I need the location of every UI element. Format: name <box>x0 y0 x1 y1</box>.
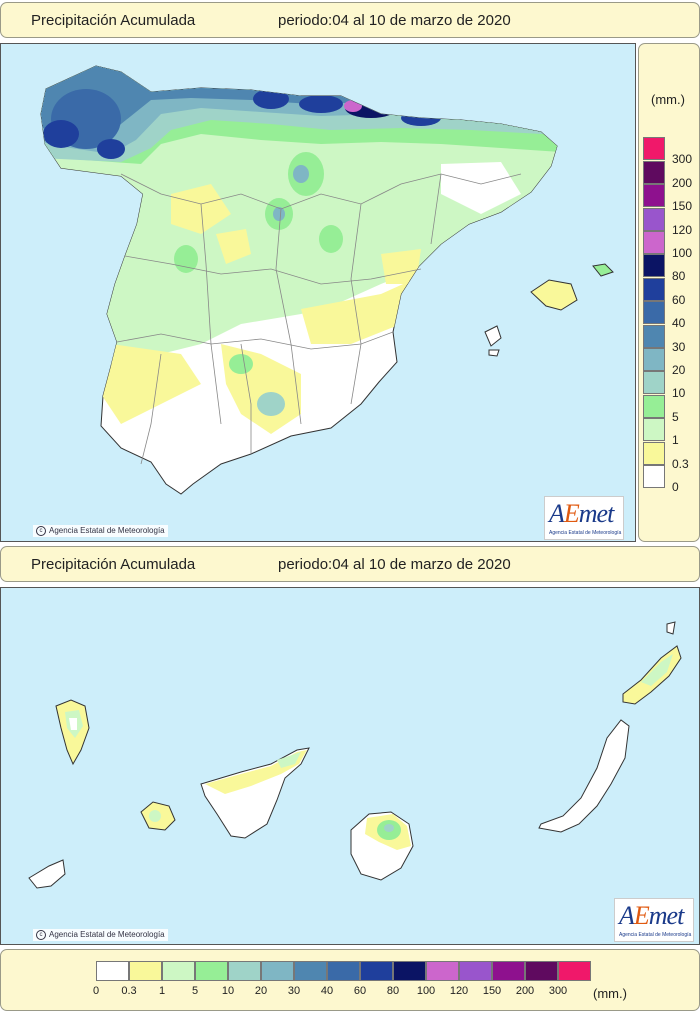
legend-unit-2: (mm.) <box>593 986 627 1001</box>
hlegend-label-150: 150 <box>482 985 502 997</box>
hlegend-label-20: 20 <box>254 985 268 997</box>
hlegend-swatch-0 <box>96 961 129 981</box>
hlegend-swatch-150 <box>492 961 525 981</box>
hlegend-swatch-10 <box>228 961 261 981</box>
formentera <box>488 349 500 357</box>
hlegend-swatch-100 <box>426 961 459 981</box>
hlegend-label-100: 100 <box>416 985 436 997</box>
hlegend-swatch-60 <box>360 961 393 981</box>
canary-map-svg <box>28 621 682 889</box>
legend-label-40: 40 <box>672 316 686 331</box>
hlegend-swatch-80 <box>393 961 426 981</box>
hlegend-label-5: 5 <box>191 985 199 997</box>
hlegend-label-40: 40 <box>320 985 334 997</box>
copyright-note: c Agencia Estatal de Meteorología <box>33 525 168 537</box>
legend-unit: (mm.) <box>651 92 685 107</box>
hlegend-label-60: 60 <box>353 985 367 997</box>
hlegend-swatch-300 <box>558 961 591 981</box>
legend-swatch-0_3 <box>643 441 665 465</box>
period-label-2: periodo:04 al 10 de marzo de 2020 <box>278 556 511 573</box>
hlegend-label-120: 120 <box>449 985 469 997</box>
legend-label-0: 0 <box>672 480 679 494</box>
hlegend-label-1: 1 <box>158 985 166 997</box>
hlegend-label-80: 80 <box>386 985 400 997</box>
legend-label-80: 80 <box>672 269 686 284</box>
legend-swatch-10 <box>643 371 665 395</box>
legend-label-5: 5 <box>672 409 679 424</box>
hlegend-label-0_3: 0.3 <box>121 985 137 997</box>
hlegend-label-10: 10 <box>221 985 235 997</box>
mallorca <box>530 279 578 311</box>
top-title-bar: Precipitación Acumulada periodo:04 al 10… <box>0 2 700 38</box>
aemet-logo-2: AEmet Agencia Estatal de Meteorología <box>614 898 694 942</box>
hlegend-swatch-40 <box>327 961 360 981</box>
legend-swatch-20 <box>643 348 665 371</box>
legend-swatch-0 <box>643 465 665 488</box>
ibiza <box>484 325 502 347</box>
legend-label-10: 10 <box>672 386 686 401</box>
legend-label-60: 60 <box>672 292 686 307</box>
hlegend-swatch-30 <box>294 961 327 981</box>
legend-swatch-5 <box>643 394 665 418</box>
legend-swatch-80 <box>643 254 665 278</box>
legend-swatch-100 <box>643 231 665 254</box>
menorca <box>592 263 614 277</box>
copyright-icon: c <box>36 526 46 536</box>
hlegend-swatch-200 <box>525 961 558 981</box>
hlegend-label-30: 30 <box>287 985 301 997</box>
legend-label-120: 120 <box>672 222 693 237</box>
hlegend-label-300: 300 <box>548 985 568 997</box>
peninsula-map-svg <box>40 65 614 495</box>
fuerteventura <box>538 719 630 833</box>
hlegend-swatch-0_3 <box>129 961 162 981</box>
peninsula-map[interactable]: c Agencia Estatal de Meteorología AEmet A… <box>0 43 636 542</box>
canary-map[interactable]: c Agencia Estatal de Meteorología AEmet A… <box>0 587 700 945</box>
legend-swatch-1 <box>643 418 665 442</box>
legend-label-1: 1 <box>672 433 679 448</box>
legend-swatch-200 <box>643 160 665 184</box>
legend-label-150: 150 <box>672 199 693 214</box>
legend-swatch-150 <box>643 184 665 208</box>
legend-swatch-120 <box>643 207 665 231</box>
legend-label-300: 300 <box>672 152 693 167</box>
hlegend-swatch-120 <box>459 961 492 981</box>
legend-label-20: 20 <box>672 363 686 377</box>
copyright-icon-2: c <box>36 930 46 940</box>
hlegend-label-0: 0 <box>92 985 100 997</box>
legend-label-100: 100 <box>672 246 693 260</box>
hlegend-swatch-20 <box>261 961 294 981</box>
hlegend-swatch-1 <box>162 961 195 981</box>
hlegend-label-200: 200 <box>515 985 535 997</box>
period-label: periodo:04 al 10 de marzo de 2020 <box>278 12 511 29</box>
aemet-logo: AEmet Agencia Estatal de Meteorología <box>544 496 624 540</box>
legend-label-30: 30 <box>672 339 686 354</box>
legend-swatch-300 <box>643 137 665 161</box>
legend-swatch-60 <box>643 277 665 301</box>
map-title: Precipitación Acumulada <box>31 12 196 29</box>
legend-swatch-40 <box>643 301 665 325</box>
mid-title-bar: Precipitación Acumulada periodo:04 al 10… <box>0 546 700 582</box>
legend-label-0_3: 0.3 <box>672 456 689 471</box>
hlegend-swatch-5 <box>195 961 228 981</box>
legend-label-200: 200 <box>672 175 693 190</box>
el-hierro <box>28 859 66 889</box>
legend-swatch-30 <box>643 324 665 348</box>
copyright-note-2: c Agencia Estatal de Meteorología <box>33 929 168 941</box>
map-title-2: Precipitación Acumulada <box>31 556 196 573</box>
